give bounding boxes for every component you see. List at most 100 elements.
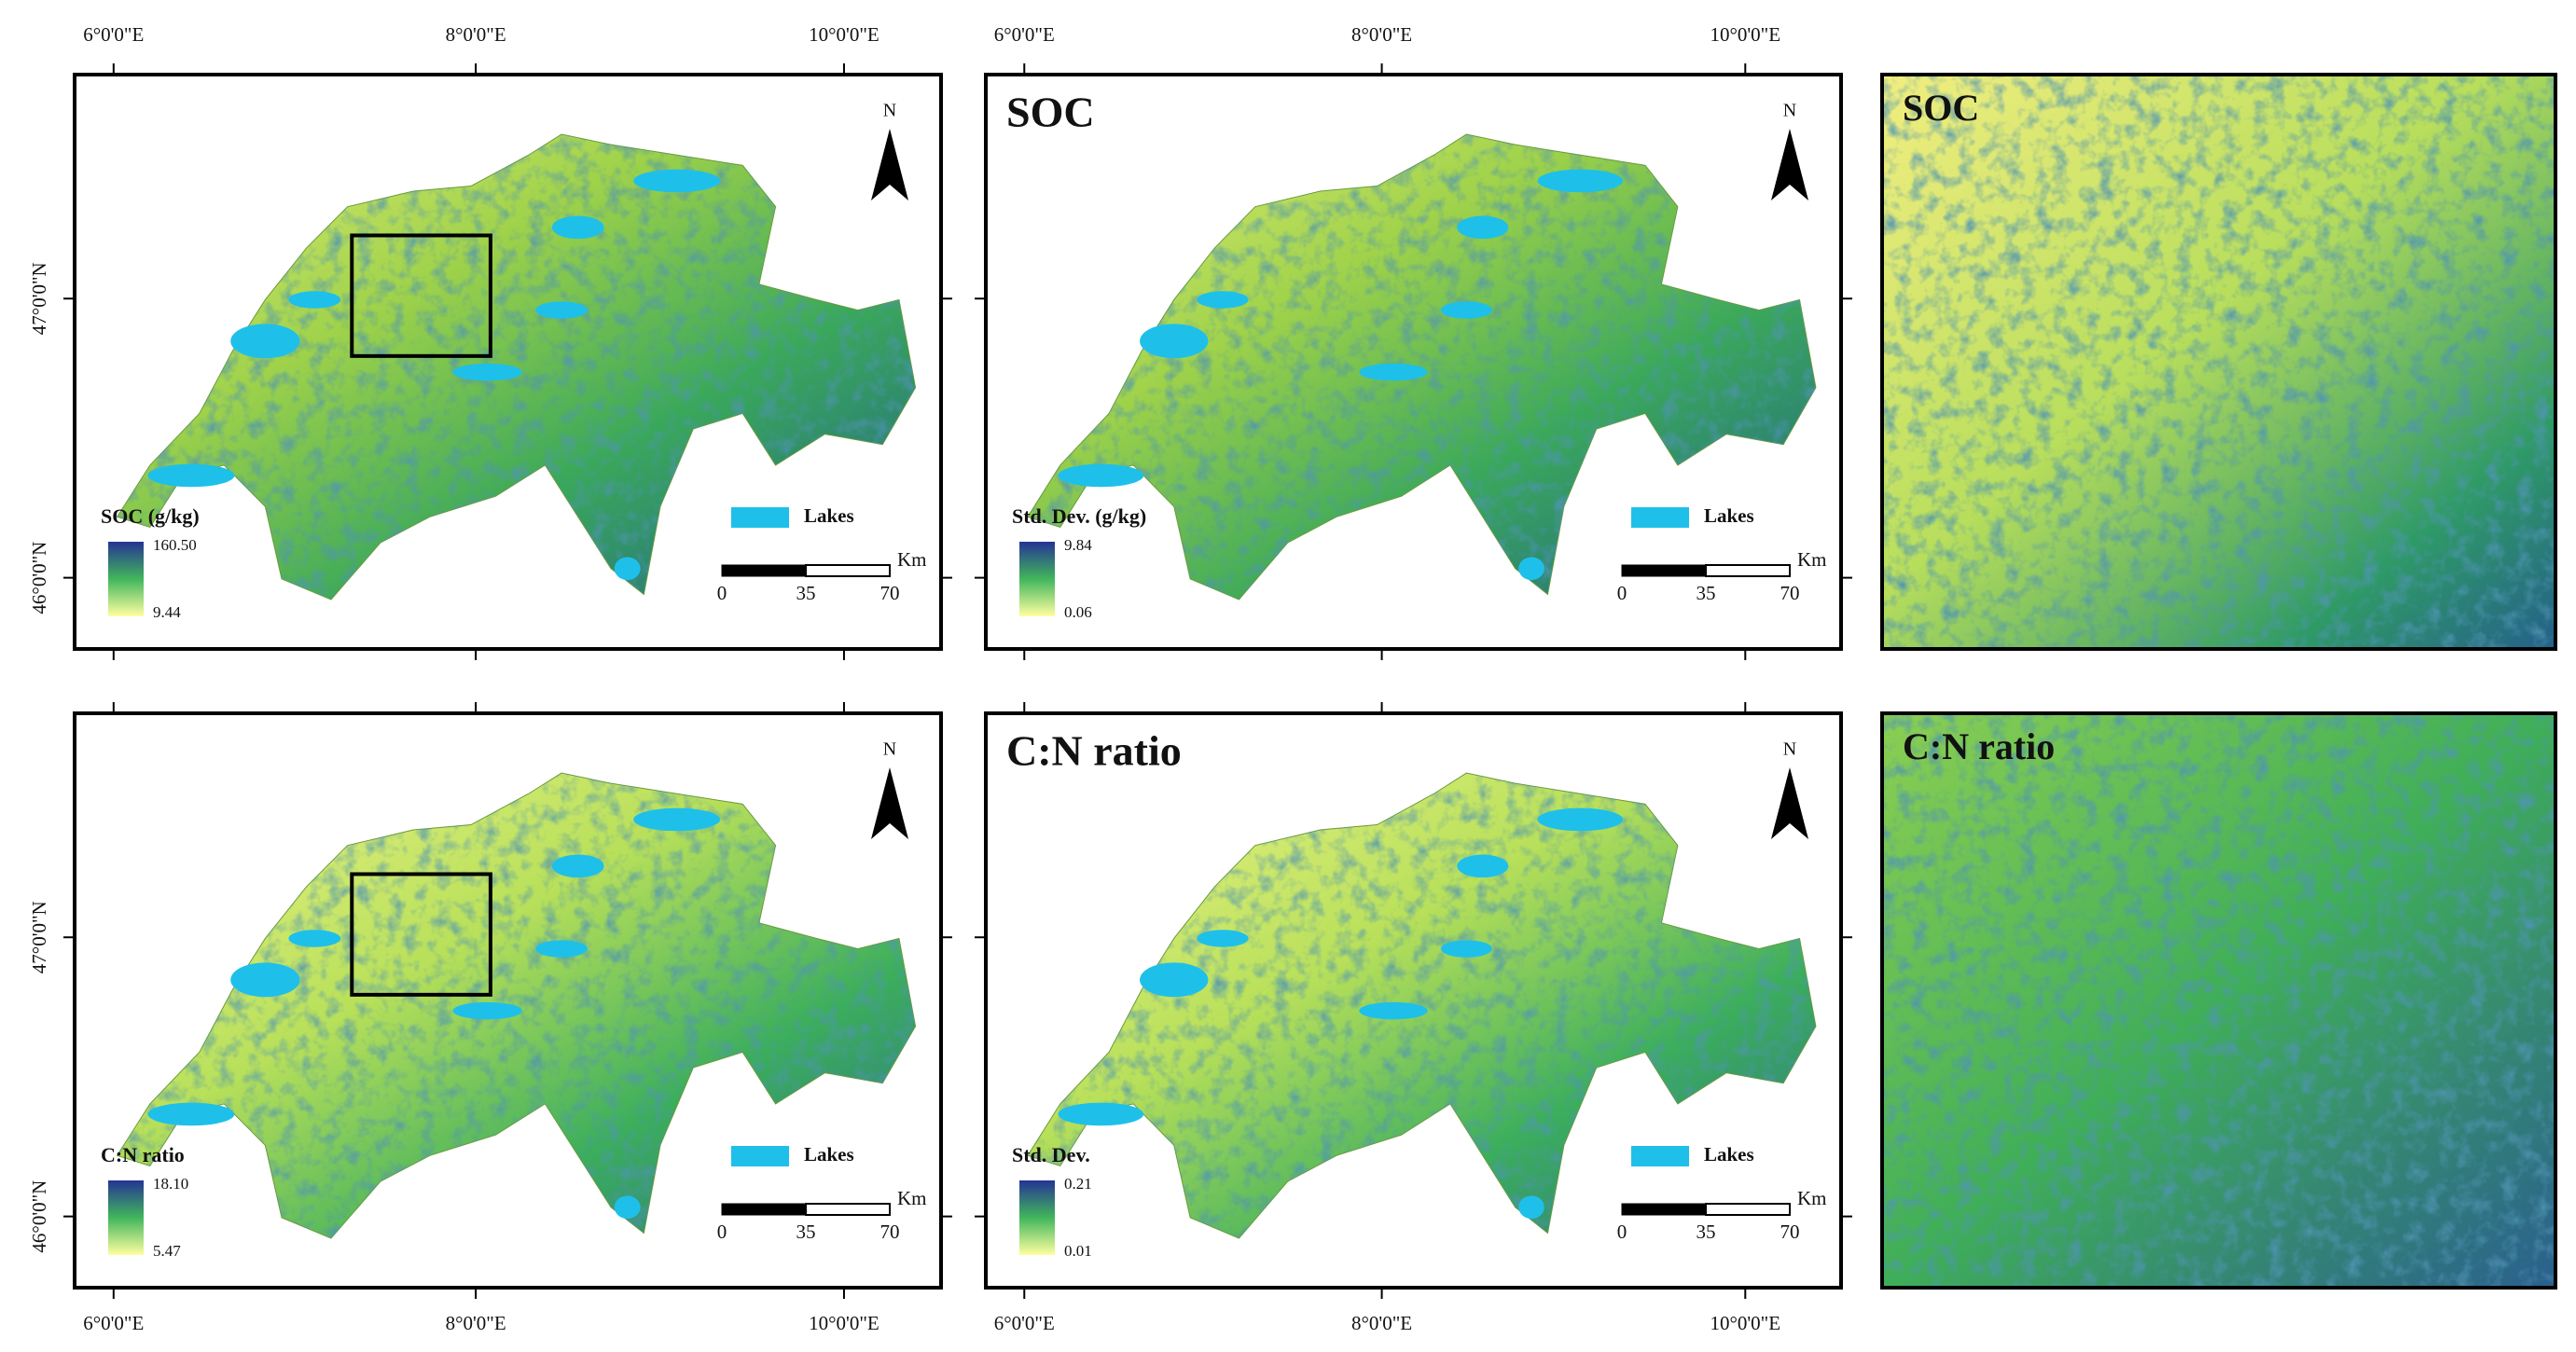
longitude-label: 8°0'0"E [1351, 1312, 1412, 1334]
lake [1518, 557, 1544, 581]
legend-colorbar [108, 1180, 144, 1255]
scale-bar-black [1621, 564, 1707, 577]
longitude-label: 10°0'0"E [809, 1312, 879, 1334]
zoom-title: SOC [1903, 87, 1979, 129]
longitude-label: 6°0'0"E [83, 1312, 144, 1334]
lake [452, 1001, 522, 1020]
lakes-swatch [731, 507, 789, 528]
lakes-swatch [1631, 1146, 1689, 1166]
lake [551, 215, 604, 240]
lake [147, 1102, 235, 1126]
lake [1058, 463, 1144, 488]
north-arrow [871, 767, 908, 839]
scale-label: 70 [880, 1221, 900, 1243]
longitude-label: 6°0'0"E [994, 1312, 1055, 1334]
lake [147, 463, 235, 488]
scale-label: 0 [717, 582, 727, 604]
lake [288, 291, 341, 309]
longitude-label: 6°0'0"E [994, 23, 1055, 46]
lakes-label: Lakes [1704, 1143, 1754, 1166]
longitude-label: 10°0'0"E [809, 23, 879, 46]
legend-colorbar [108, 542, 144, 616]
scale-bar-white [1705, 564, 1791, 577]
legend-max: 18.10 [153, 1175, 188, 1193]
latitude-label: 46°0'0"N [28, 1180, 50, 1253]
lake [614, 1195, 641, 1220]
legend-min: 0.06 [1064, 603, 1092, 621]
legend-max: 0.21 [1064, 1175, 1092, 1193]
lakes-label: Lakes [1704, 504, 1754, 527]
north-label: N [883, 739, 896, 760]
longitude-label: 10°0'0"E [1710, 1312, 1780, 1334]
lake [535, 940, 588, 958]
lake [1197, 291, 1249, 309]
north-label: N [1783, 739, 1796, 760]
lakes-label: Lakes [804, 504, 854, 527]
legend-colorbar [1019, 542, 1055, 616]
lakes-label: Lakes [804, 1143, 854, 1166]
lake [452, 363, 522, 381]
scale-label: 35 [796, 1221, 816, 1243]
raster-texture [117, 773, 916, 1239]
zoom-extent-box [350, 872, 492, 997]
lake [1457, 215, 1509, 240]
lake [1058, 1102, 1144, 1126]
lake [1140, 962, 1209, 998]
zoom-texture [1882, 75, 2555, 649]
raster-texture [117, 134, 916, 600]
scale-bar-black [721, 564, 807, 577]
longitude-label: 8°0'0"E [446, 23, 506, 46]
north-arrow [1771, 129, 1808, 200]
zoom-frame [1880, 711, 2557, 1290]
lake [1537, 807, 1624, 832]
scale-label: 35 [1697, 582, 1716, 604]
scale-bar-white [805, 1203, 891, 1216]
legend-title: SOC (g/kg) [101, 504, 200, 528]
latitude-label: 46°0'0"N [28, 542, 50, 614]
legend-min: 0.01 [1064, 1242, 1092, 1260]
scale-unit: Km [1797, 548, 1827, 571]
lake [551, 854, 604, 878]
legend-min: 5.47 [153, 1242, 181, 1260]
lake [1359, 1001, 1428, 1020]
scale-label: 0 [717, 1221, 727, 1243]
lake [1440, 301, 1492, 319]
lake [288, 930, 341, 947]
scale-label: 70 [1780, 1221, 1800, 1243]
legend-title: Std. Dev. (g/kg) [1012, 504, 1146, 528]
zoom-extent-box [350, 233, 492, 358]
legend-max: 9.84 [1064, 536, 1092, 554]
lake [633, 169, 721, 193]
legend-colorbar [1019, 1180, 1055, 1255]
legend-max: 160.50 [153, 536, 197, 554]
lake [230, 324, 300, 359]
scale-bar-black [721, 1203, 807, 1216]
north-label: N [1783, 101, 1796, 121]
north-arrow [871, 129, 908, 200]
scale-label: 70 [880, 582, 900, 604]
scale-bar-white [805, 564, 891, 577]
longitude-label: 10°0'0"E [1710, 23, 1780, 46]
lakes-swatch [1631, 507, 1689, 528]
lake [1197, 930, 1249, 947]
lake [614, 557, 641, 581]
scale-label: 0 [1617, 582, 1627, 604]
north-arrow [1771, 767, 1808, 839]
zoom-title: C:N ratio [1903, 725, 2055, 767]
scale-label: 35 [796, 582, 816, 604]
scale-unit: Km [1797, 1187, 1827, 1209]
longitude-label: 8°0'0"E [1351, 23, 1412, 46]
scale-unit: Km [897, 548, 927, 571]
scale-label: 0 [1617, 1221, 1627, 1243]
scale-label: 70 [1780, 582, 1800, 604]
lake [535, 301, 588, 319]
lake [230, 962, 300, 998]
zoom-frame [1880, 73, 2557, 651]
scale-unit: Km [897, 1187, 927, 1209]
panel-title: SOC [1006, 89, 1095, 136]
north-label: N [883, 101, 896, 121]
legend-title: Std. Dev. [1012, 1143, 1090, 1166]
latitude-label: 47°0'0"N [28, 901, 50, 973]
lake [633, 807, 721, 832]
